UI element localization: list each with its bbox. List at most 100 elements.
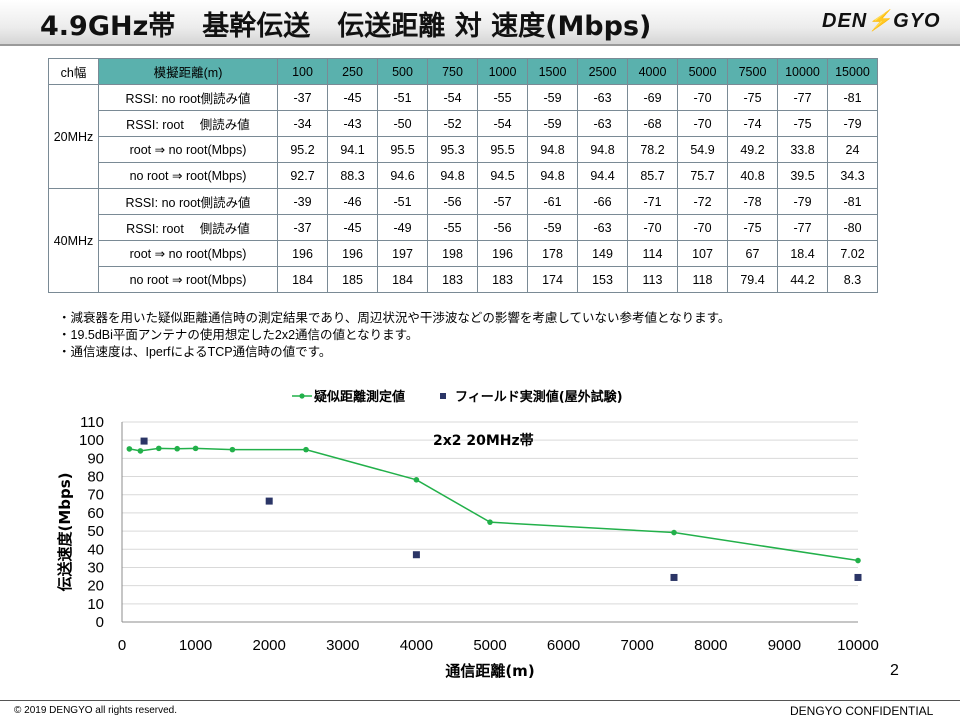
- y-tick-label: 0: [96, 614, 104, 631]
- note-line: ・通信速度は、IperfによるTCP通信時の値です。: [58, 345, 332, 359]
- table-cell: -70: [677, 110, 728, 137]
- table-cell: -81: [827, 84, 878, 111]
- table-cell: 198: [427, 240, 478, 267]
- header-distance: 250: [327, 58, 378, 85]
- series-1-point: [126, 446, 133, 452]
- y-tick-label: 30: [87, 559, 104, 576]
- y-tick-label: 100: [79, 432, 104, 449]
- series-1-point: [174, 445, 180, 452]
- table-cell: -79: [827, 110, 878, 137]
- series-1-point: [413, 477, 420, 483]
- x-axis-label: 通信距離(m): [445, 662, 534, 680]
- x-tick-label: 6000: [547, 637, 580, 654]
- note-line: ・減衰器を用いた疑似距離通信時の測定結果であり、周辺状況や干渉波などの影響を考慮…: [58, 311, 731, 325]
- table-row: RSSI: root 側読み値 -34 -43 -50 -52 -54 -59 -63 -68-…: [49, 110, 878, 137]
- series-1-point: [229, 446, 236, 453]
- table-cell: 95.5: [477, 136, 528, 163]
- y-tick-label: 70: [87, 487, 104, 504]
- row-label: RSSI: root 側読み値: [98, 110, 278, 137]
- table-cell: -81: [827, 188, 878, 215]
- table-cell: 40.8: [727, 162, 778, 189]
- table-cell: 49.2: [727, 136, 778, 163]
- table-cell: 114: [627, 240, 678, 267]
- title-underline: [0, 44, 960, 46]
- table-row: no root ⇒ root(Mbps) 92.7 88.3 94.6 94.8 94.5…: [49, 162, 878, 189]
- table-cell: -68: [627, 110, 678, 137]
- table-cell: 39.5: [777, 162, 828, 189]
- table-cell: -63: [577, 84, 628, 111]
- table-cell: -74: [727, 110, 778, 137]
- table-cell: 153: [577, 266, 628, 293]
- group-label: 40MHz: [48, 188, 99, 293]
- table-cell: -59: [527, 84, 578, 111]
- header-distance: 10000: [777, 58, 828, 85]
- table-cell: 94.4: [577, 162, 628, 189]
- table-cell: 183: [427, 266, 478, 293]
- table-cell: -34: [277, 110, 328, 137]
- row-label: root ⇒ no root(Mbps): [98, 136, 278, 163]
- x-tick-label: 3000: [326, 637, 359, 654]
- table-cell: -70: [627, 214, 678, 241]
- header-distance: 7500: [727, 58, 778, 85]
- logo-text-right: GYO: [893, 10, 941, 32]
- table-cell: 78.2: [627, 136, 678, 163]
- table-row: root ⇒ no root(Mbps) 196 196 197 198 196 178 14…: [49, 240, 878, 267]
- table-header-row: ch幅 模擬距離(m) 100 250 500 750 1000 1500 2500 4000 50…: [48, 58, 878, 85]
- footer-confidential: DENGYO CONFIDENTIAL: [790, 704, 934, 718]
- table-cell: 95.2: [277, 136, 328, 163]
- table-cell: 94.8: [527, 136, 578, 163]
- y-tick-label: 50: [87, 523, 104, 540]
- table-cell: -80: [827, 214, 878, 241]
- table-cell: 92.7: [277, 162, 328, 189]
- chart-title: 2x2 20MHz帯: [433, 432, 534, 449]
- table-cell: 149: [577, 240, 628, 267]
- table-cell: 183: [477, 266, 528, 293]
- table-cell: 94.1: [327, 136, 378, 163]
- table-cell: -75: [727, 214, 778, 241]
- table-cell: -46: [327, 188, 378, 215]
- table-cell: -70: [677, 214, 728, 241]
- legend-series-2: フィールド実測値(屋外試験): [455, 389, 623, 405]
- table-cell: 94.8: [427, 162, 478, 189]
- table-cell: -37: [277, 214, 328, 241]
- footer-divider: [0, 700, 960, 701]
- table-row: RSSI: root 側読み値 -37 -45 -49 -55 -56 -59 -63 -70-…: [49, 214, 878, 241]
- table-cell: 75.7: [677, 162, 728, 189]
- table-cell: -75: [777, 110, 828, 137]
- table-cell: 94.8: [527, 162, 578, 189]
- table-cell: -56: [477, 214, 528, 241]
- x-tick-label: 8000: [694, 637, 727, 654]
- series-1-point: [855, 557, 861, 564]
- notes-block: ・減衰器を用いた疑似距離通信時の測定結果であり、周辺状況や干渉波などの影響を考慮…: [58, 310, 730, 361]
- table-cell: -69: [627, 84, 678, 111]
- table-cell: 24: [827, 136, 878, 163]
- x-tick-label: 9000: [768, 637, 801, 654]
- table-cell: 184: [377, 266, 428, 293]
- table-cell: -57: [477, 188, 528, 215]
- table-cell: 107: [677, 240, 728, 267]
- row-label: no root ⇒ root(Mbps): [98, 162, 278, 189]
- series-2-point: [265, 497, 273, 505]
- table-cell: 34.3: [827, 162, 878, 189]
- header-ch-width: ch幅: [48, 58, 99, 85]
- y-tick-label: 90: [87, 450, 104, 467]
- table-cell: 184: [277, 266, 328, 293]
- table-cell: 95.3: [427, 136, 478, 163]
- distance-speed-table: ch幅 模擬距離(m) 100 250 500 750 1000 1500 2500 4000 50…: [48, 58, 878, 293]
- table-cell: 7.02: [827, 240, 878, 267]
- table-cell: 178: [527, 240, 578, 267]
- table-cell: 94.5: [477, 162, 528, 189]
- table-cell: -72: [677, 188, 728, 215]
- table-cell: -52: [427, 110, 478, 137]
- lightning-icon: ⚡: [867, 10, 894, 32]
- series-1-point: [671, 529, 677, 536]
- table-cell: 196: [477, 240, 528, 267]
- series-1-point: [487, 519, 493, 525]
- table-cell: -75: [727, 84, 778, 111]
- table-cell: -50: [377, 110, 428, 137]
- table-row: 40MHz RSSI: no root側読み値 -39 -46 -51 -56 -57 -61…: [48, 188, 878, 293]
- header-distance: 1000: [477, 58, 528, 85]
- table-cell: 185: [327, 266, 378, 293]
- table-row: 20MHz RSSI: no root側読み値 -37 -45 -51 -54 -55 -59…: [48, 84, 878, 189]
